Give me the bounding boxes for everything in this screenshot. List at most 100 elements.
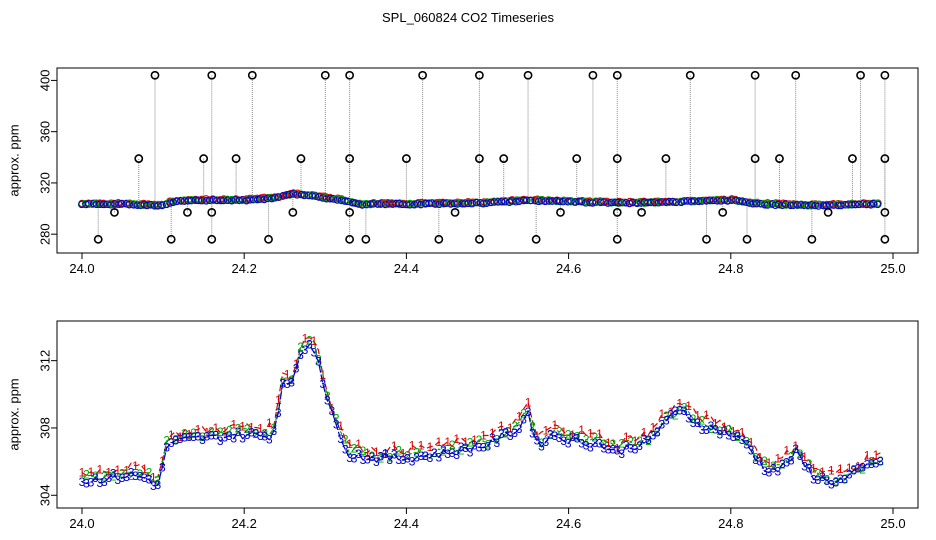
series-3-marker: 3 (297, 348, 304, 362)
x-tick-label: 24.4 (394, 516, 419, 531)
series-1-marker: 1 (168, 428, 175, 442)
series-2-marker: 2 (618, 437, 625, 451)
data-point (151, 202, 159, 210)
series-2-marker: 2 (815, 467, 822, 481)
series-3-marker: 3 (694, 416, 701, 430)
outlier-point (345, 234, 355, 244)
data-point (187, 196, 196, 205)
series-3-marker: 3 (534, 433, 541, 447)
outlier-point (531, 234, 541, 244)
series-3-marker: 3 (511, 426, 518, 440)
series-2-marker: 2 (360, 444, 367, 458)
outlier-point (450, 207, 460, 217)
outlier-point (572, 154, 582, 163)
series-2-marker: 2 (449, 438, 456, 452)
data-point (763, 201, 772, 209)
series-3-marker: 3 (717, 427, 724, 441)
data-point (749, 200, 757, 208)
x-tick-label: 24.6 (556, 261, 581, 276)
series-2-marker: 2 (413, 446, 420, 460)
series-3-marker: 3 (832, 476, 839, 490)
data-point (785, 200, 794, 209)
series-2-marker: 2 (83, 468, 90, 482)
series-2-marker: 2 (297, 340, 304, 354)
series-3-marker: 3 (212, 428, 219, 442)
series-2-marker: 2 (574, 429, 581, 443)
series-1-marker: 1 (96, 463, 103, 477)
series-1-marker: 1 (471, 433, 478, 447)
series-3-marker: 3 (779, 457, 786, 471)
series-2-marker: 2 (101, 469, 108, 483)
y-tick-label: 400 (38, 70, 53, 92)
series-3-marker: 3 (422, 449, 429, 463)
data-point (669, 197, 677, 206)
series-1-marker: 1 (489, 426, 496, 440)
y-tick-label: 304 (38, 484, 53, 506)
data-point (446, 199, 454, 207)
series-1-marker: 1 (462, 435, 469, 449)
data-point (427, 199, 436, 207)
series-3-marker: 3 (141, 471, 148, 485)
series-2-marker: 2 (832, 474, 839, 488)
data-point (578, 198, 586, 206)
outlier-point (742, 234, 752, 244)
series-3-marker: 3 (146, 473, 153, 487)
outlier-point (150, 70, 160, 80)
data-point (697, 197, 706, 205)
series-1-marker: 1 (757, 450, 764, 464)
series-3-marker: 3 (489, 431, 496, 445)
series-1-marker: 1 (355, 437, 362, 451)
data-point (545, 197, 553, 205)
outlier-point (612, 207, 622, 217)
series-2-marker: 2 (440, 444, 447, 458)
outlier-point (207, 207, 217, 217)
series-3-marker: 3 (556, 431, 563, 445)
data-point (154, 202, 162, 210)
series-2-marker: 2 (511, 419, 518, 433)
series-2-marker: 2 (797, 447, 804, 461)
data-point (690, 197, 699, 205)
series-2-marker: 2 (868, 454, 875, 468)
x-tick-label: 24.8 (718, 516, 743, 531)
outlier-point (807, 234, 817, 244)
series-3-marker: 3 (766, 466, 773, 480)
series-3-marker: 3 (676, 404, 683, 418)
series-1-marker: 1 (337, 419, 344, 433)
series-3-marker: 3 (435, 450, 442, 464)
series-3-marker: 3 (592, 436, 599, 450)
series-1-marker: 1 (587, 426, 594, 440)
outlier-point (401, 154, 411, 163)
series-2-marker: 2 (681, 401, 688, 415)
data-point (559, 197, 567, 206)
series-1-marker: 1 (391, 439, 398, 453)
series-1-line (81, 337, 881, 479)
series-3-marker: 3 (828, 478, 835, 492)
series-2-marker: 2 (92, 469, 99, 483)
series-3-marker: 3 (739, 433, 746, 447)
data-point (103, 200, 111, 208)
series-1-marker: 1 (739, 425, 746, 439)
series-3-marker: 3 (427, 451, 434, 465)
series-3-marker: 3 (360, 453, 367, 467)
series-1-marker: 1 (427, 440, 434, 454)
series-2-marker: 2 (636, 434, 643, 448)
series-3-marker: 3 (873, 456, 880, 470)
series-3-marker: 3 (855, 461, 862, 475)
series-3-marker: 3 (645, 433, 652, 447)
series-3-marker: 3 (587, 440, 594, 454)
series-1-marker: 1 (364, 446, 371, 460)
series-1-marker: 1 (774, 452, 781, 466)
series-2-marker: 2 (137, 467, 144, 481)
data-point (577, 197, 586, 205)
data-point (512, 197, 520, 206)
series-2-marker: 2 (502, 427, 509, 441)
series-2-marker: 2 (538, 436, 545, 450)
series-3-marker: 3 (708, 419, 715, 433)
series-1-marker: 1 (186, 427, 193, 441)
series-3-marker: 3 (351, 451, 358, 465)
data-point (497, 197, 506, 206)
series-1-marker: 1 (605, 436, 612, 450)
data-point (811, 201, 820, 210)
data-point (650, 198, 659, 207)
x-tick-label: 24.0 (69, 261, 94, 276)
